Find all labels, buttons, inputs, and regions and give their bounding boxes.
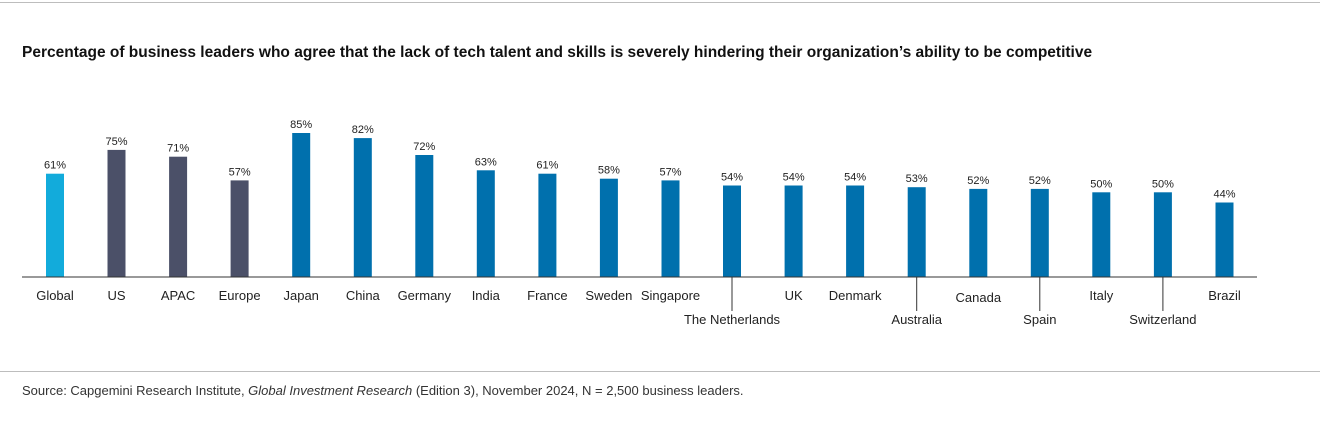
source-publication: Global Investment Research: [248, 383, 413, 398]
category-label-france: France: [527, 288, 567, 303]
source-note: Source: Capgemini Research Institute, Gl…: [22, 383, 744, 398]
value-label-india: 63%: [475, 156, 497, 168]
category-label-japan: Japan: [283, 288, 318, 303]
bar-france: [538, 173, 557, 277]
category-label-sweden: Sweden: [585, 288, 632, 303]
category-label-india: India: [472, 288, 501, 303]
bar-switzerland: [1153, 192, 1172, 277]
value-label-europe: 57%: [229, 166, 251, 178]
bar-japan: [292, 133, 311, 277]
value-label-australia: 53%: [906, 173, 928, 185]
bar-the-netherlands: [723, 185, 741, 277]
bottom-divider: [0, 371, 1320, 372]
bar-india: [476, 170, 495, 277]
value-label-france: 61%: [536, 160, 558, 172]
value-label-sweden: 58%: [598, 165, 620, 177]
value-label-uk: 54%: [783, 172, 805, 184]
category-label-china: China: [346, 288, 381, 303]
value-label-spain: 52%: [1029, 175, 1051, 187]
chart-title: Percentage of business leaders who agree…: [22, 44, 1093, 61]
category-label-apac: APAC: [161, 288, 195, 303]
bar-singapore: [661, 180, 680, 277]
bar-apac: [169, 156, 188, 277]
category-label-uk: UK: [785, 288, 803, 303]
category-label-canada: Canada: [956, 290, 1002, 305]
category-label-brazil: Brazil: [1208, 288, 1241, 303]
bar-germany: [415, 155, 434, 277]
value-label-brazil: 44%: [1213, 189, 1235, 201]
bar-china: [353, 138, 372, 277]
bar-australia: [907, 187, 926, 277]
source-prefix: Source: Capgemini Research Institute,: [22, 383, 249, 398]
bar-us: [107, 149, 126, 277]
value-label-canada: 52%: [967, 175, 989, 187]
bar-denmark: [846, 185, 865, 277]
bar-uk: [784, 185, 803, 277]
source-suffix: (Edition 3), November 2024, N = 2,500 bu…: [412, 383, 744, 398]
value-label-denmark: 54%: [844, 172, 866, 184]
bar-europe: [230, 180, 249, 277]
value-label-germany: 72%: [413, 141, 435, 153]
category-label-australia: Australia: [891, 312, 942, 327]
category-label-italy: Italy: [1089, 288, 1113, 303]
value-label-china: 82%: [352, 124, 374, 136]
category-label-switzerland: Switzerland: [1129, 312, 1196, 327]
bar-italy: [1092, 192, 1111, 277]
bar-global: [46, 173, 64, 277]
bar-brazil: [1215, 202, 1234, 277]
category-label-global: Global: [36, 288, 74, 303]
category-label-us: US: [107, 288, 125, 303]
top-divider: [0, 2, 1320, 3]
value-label-italy: 50%: [1090, 178, 1112, 190]
category-label-europe: Europe: [219, 288, 261, 303]
category-label-spain: Spain: [1023, 312, 1056, 327]
category-label-denmark: Denmark: [829, 288, 882, 303]
value-label-apac: 71%: [167, 143, 189, 155]
value-label-singapore: 57%: [659, 166, 681, 178]
value-label-the-netherlands: 54%: [721, 172, 743, 184]
bar-spain: [1030, 188, 1049, 277]
bar-canada: [969, 188, 988, 277]
category-label-the-netherlands: The Netherlands: [684, 312, 781, 327]
bar-sweden: [599, 178, 618, 277]
category-label-germany: Germany: [398, 288, 452, 303]
category-label-singapore: Singapore: [641, 288, 700, 303]
value-label-switzerland: 50%: [1152, 178, 1174, 190]
value-label-japan: 85%: [290, 119, 312, 131]
value-label-us: 75%: [105, 136, 127, 148]
value-label-global: 61%: [44, 160, 66, 172]
